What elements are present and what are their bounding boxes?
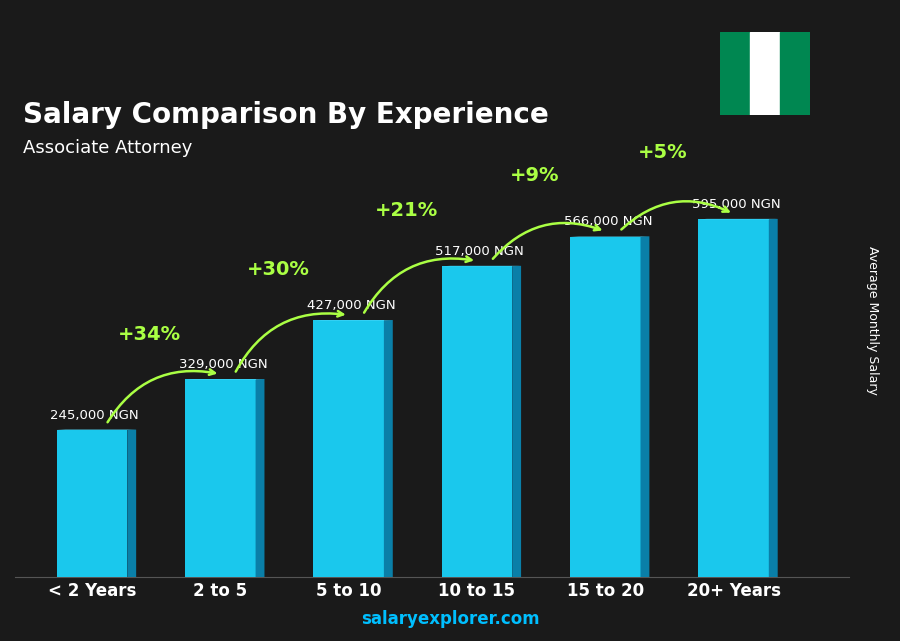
Text: +5%: +5% bbox=[638, 143, 688, 162]
Polygon shape bbox=[384, 320, 392, 578]
Bar bbox=[750, 32, 780, 115]
Text: 245,000 NGN: 245,000 NGN bbox=[50, 408, 139, 422]
Text: 566,000 NGN: 566,000 NGN bbox=[563, 215, 652, 228]
Polygon shape bbox=[512, 266, 521, 578]
Text: 595,000 NGN: 595,000 NGN bbox=[692, 198, 780, 211]
Polygon shape bbox=[313, 320, 384, 578]
Polygon shape bbox=[256, 379, 265, 578]
Bar bbox=[720, 32, 750, 115]
Polygon shape bbox=[570, 237, 641, 578]
Polygon shape bbox=[442, 266, 512, 578]
Polygon shape bbox=[57, 430, 127, 578]
Polygon shape bbox=[185, 379, 256, 578]
Text: +30%: +30% bbox=[247, 260, 310, 279]
Text: Associate Attorney: Associate Attorney bbox=[23, 139, 193, 157]
Text: +9%: +9% bbox=[510, 166, 560, 185]
Text: Average Monthly Salary: Average Monthly Salary bbox=[867, 246, 879, 395]
Polygon shape bbox=[698, 219, 769, 578]
Bar bbox=[780, 32, 810, 115]
Text: 427,000 NGN: 427,000 NGN bbox=[307, 299, 395, 312]
Text: +34%: +34% bbox=[118, 324, 181, 344]
Text: 329,000 NGN: 329,000 NGN bbox=[178, 358, 267, 371]
Polygon shape bbox=[641, 237, 650, 578]
Polygon shape bbox=[127, 429, 136, 578]
Text: +21%: +21% bbox=[374, 201, 438, 220]
Text: Salary Comparison By Experience: Salary Comparison By Experience bbox=[23, 101, 549, 129]
Polygon shape bbox=[769, 219, 778, 578]
Text: 517,000 NGN: 517,000 NGN bbox=[436, 245, 524, 258]
Text: salaryexplorer.com: salaryexplorer.com bbox=[361, 610, 539, 628]
